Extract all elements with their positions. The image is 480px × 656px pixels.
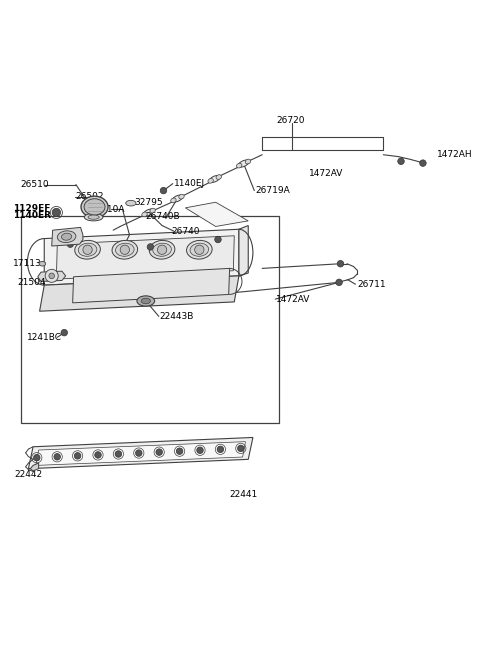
Ellipse shape xyxy=(78,243,97,256)
Ellipse shape xyxy=(190,243,209,256)
Circle shape xyxy=(215,236,221,243)
Polygon shape xyxy=(36,441,245,465)
Ellipse shape xyxy=(84,199,105,215)
Text: 22443B: 22443B xyxy=(160,312,194,321)
Circle shape xyxy=(83,245,92,255)
Circle shape xyxy=(135,450,142,457)
Ellipse shape xyxy=(142,212,147,216)
Polygon shape xyxy=(239,226,248,276)
Text: 17113: 17113 xyxy=(13,259,42,268)
Circle shape xyxy=(74,453,81,459)
Text: 32795: 32795 xyxy=(134,197,163,207)
Text: 1140ER: 1140ER xyxy=(13,211,51,220)
Text: 1472AH: 1472AH xyxy=(437,150,472,159)
Polygon shape xyxy=(30,463,39,471)
Circle shape xyxy=(217,446,224,453)
Ellipse shape xyxy=(144,209,154,216)
Text: 22442: 22442 xyxy=(14,470,43,480)
Ellipse shape xyxy=(84,213,103,221)
Circle shape xyxy=(52,209,60,216)
Text: 26510: 26510 xyxy=(20,180,48,189)
Ellipse shape xyxy=(141,298,150,304)
Text: 22441: 22441 xyxy=(229,490,258,499)
Circle shape xyxy=(337,260,344,267)
Ellipse shape xyxy=(112,240,138,259)
Ellipse shape xyxy=(137,296,155,306)
Circle shape xyxy=(49,273,55,279)
Ellipse shape xyxy=(209,176,220,182)
Ellipse shape xyxy=(208,178,214,183)
Circle shape xyxy=(238,445,244,452)
Circle shape xyxy=(61,329,68,336)
Polygon shape xyxy=(44,229,239,285)
Circle shape xyxy=(156,449,162,455)
Ellipse shape xyxy=(116,243,134,256)
Circle shape xyxy=(34,455,40,461)
Ellipse shape xyxy=(172,195,183,202)
Bar xyxy=(21,216,279,424)
Polygon shape xyxy=(39,276,239,311)
Polygon shape xyxy=(52,228,83,246)
Polygon shape xyxy=(38,271,66,281)
Text: 21504: 21504 xyxy=(18,278,46,287)
Circle shape xyxy=(120,245,130,255)
Polygon shape xyxy=(28,438,253,468)
Ellipse shape xyxy=(149,240,175,259)
Polygon shape xyxy=(185,202,248,226)
Circle shape xyxy=(398,158,404,165)
Circle shape xyxy=(197,447,203,453)
Text: 1140EJ: 1140EJ xyxy=(174,179,205,188)
Ellipse shape xyxy=(171,198,176,203)
Circle shape xyxy=(420,160,426,167)
Text: 26740B: 26740B xyxy=(146,212,180,220)
Text: 22410A: 22410A xyxy=(91,205,125,214)
Circle shape xyxy=(45,270,58,282)
Circle shape xyxy=(195,245,204,255)
Text: 1129EF: 1129EF xyxy=(13,204,50,213)
Circle shape xyxy=(160,188,167,194)
Text: 26711: 26711 xyxy=(358,279,386,289)
Circle shape xyxy=(95,452,101,458)
Ellipse shape xyxy=(57,231,76,243)
Polygon shape xyxy=(56,236,234,279)
Ellipse shape xyxy=(39,261,46,266)
Ellipse shape xyxy=(150,208,156,213)
Ellipse shape xyxy=(179,194,184,199)
Polygon shape xyxy=(72,268,229,303)
Circle shape xyxy=(157,245,167,255)
Ellipse shape xyxy=(216,174,221,179)
Ellipse shape xyxy=(237,163,242,168)
Circle shape xyxy=(336,279,342,285)
Ellipse shape xyxy=(153,243,171,256)
Ellipse shape xyxy=(75,240,100,259)
Ellipse shape xyxy=(238,160,249,167)
Circle shape xyxy=(115,451,121,457)
Ellipse shape xyxy=(126,200,136,206)
Text: 1241BC: 1241BC xyxy=(27,333,62,342)
Text: 1472AV: 1472AV xyxy=(309,169,343,178)
Ellipse shape xyxy=(81,196,108,218)
Ellipse shape xyxy=(88,215,99,219)
Text: 1472AV: 1472AV xyxy=(276,295,311,304)
Text: 26720: 26720 xyxy=(276,116,304,125)
Text: 26719A: 26719A xyxy=(255,186,290,195)
Ellipse shape xyxy=(245,159,251,164)
Circle shape xyxy=(54,453,60,460)
Circle shape xyxy=(147,243,154,250)
Ellipse shape xyxy=(61,233,72,240)
Circle shape xyxy=(176,448,183,455)
Ellipse shape xyxy=(187,240,212,259)
Text: 26740: 26740 xyxy=(171,226,200,236)
Text: 26502: 26502 xyxy=(75,192,104,201)
Circle shape xyxy=(67,241,73,247)
